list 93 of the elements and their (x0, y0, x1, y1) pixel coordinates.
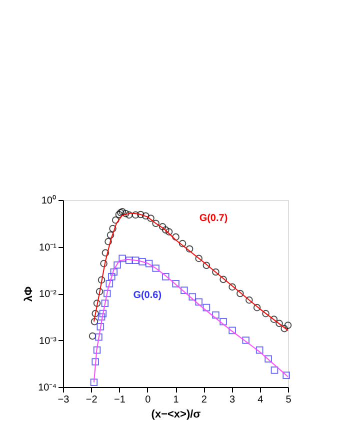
point (147, 214, 154, 222)
x-tick-label: −2 (86, 394, 98, 406)
x-tick-label: 2 (201, 394, 208, 406)
point (172, 233, 180, 241)
y-tick-label: 10⁻² (39, 289, 58, 300)
point (264, 355, 272, 363)
point (125, 211, 133, 219)
point (202, 304, 210, 312)
point (220, 276, 227, 284)
point (228, 283, 236, 291)
point (236, 290, 244, 298)
point (212, 268, 220, 276)
x-tick-label: −1 (114, 394, 126, 406)
point (104, 238, 112, 246)
point (98, 313, 106, 321)
point (103, 290, 111, 298)
point (270, 366, 278, 374)
point (92, 310, 100, 318)
point (96, 323, 104, 330)
point (242, 336, 250, 344)
point (88, 332, 96, 340)
point (142, 212, 150, 220)
point (136, 210, 144, 218)
point (100, 260, 108, 268)
point (93, 346, 101, 354)
point (118, 208, 126, 216)
point (220, 318, 227, 326)
point (262, 310, 270, 318)
point (99, 310, 107, 318)
point (270, 316, 278, 323)
point (172, 280, 180, 288)
point (118, 254, 126, 262)
point (276, 320, 283, 328)
x-tick-label: 3 (229, 394, 236, 406)
y-axis-title: λΦ (23, 286, 36, 302)
point (102, 249, 110, 256)
point (90, 318, 98, 326)
y-tick-label: 10⁰ (41, 194, 56, 206)
point (162, 273, 170, 280)
point (92, 358, 100, 366)
point (114, 261, 121, 269)
point (110, 268, 118, 276)
point (165, 228, 173, 236)
point (132, 211, 140, 219)
point (95, 333, 102, 341)
x-tick-label: 0 (145, 394, 152, 406)
y-tick-label: 10⁻⁴ (38, 382, 56, 394)
point (280, 324, 288, 332)
point (115, 210, 123, 218)
y-tick-label: 10⁻¹ (39, 242, 58, 254)
point (109, 224, 116, 232)
point (90, 378, 98, 386)
line-series (93, 212, 288, 331)
point (195, 254, 203, 262)
point (132, 256, 140, 264)
point (125, 256, 133, 264)
x-axis-title: (x−<x>)/σ (151, 408, 202, 420)
x-tick-label: 5 (286, 394, 292, 406)
point (162, 226, 170, 234)
point (178, 240, 186, 248)
annotation: G(0.7) (199, 212, 228, 224)
point (152, 264, 160, 272)
point (202, 262, 210, 270)
point (138, 258, 146, 266)
point (145, 260, 153, 268)
point (253, 304, 261, 312)
point (256, 346, 264, 354)
point (180, 286, 188, 294)
point (112, 216, 120, 224)
x-tick-label: −3 (58, 394, 70, 406)
point (284, 322, 292, 329)
point (186, 245, 194, 253)
point (228, 326, 236, 334)
point (96, 288, 104, 296)
x-tick-label: 1 (173, 394, 180, 406)
point (98, 276, 106, 284)
point (106, 280, 114, 288)
point (101, 300, 109, 307)
annotation: G(0.6) (133, 290, 162, 302)
point (246, 296, 253, 304)
point (282, 372, 290, 379)
x-tick-label: 4 (258, 394, 264, 406)
point (212, 311, 220, 319)
point (108, 273, 116, 280)
point (188, 293, 196, 300)
point (158, 223, 166, 230)
point (195, 298, 203, 306)
y-tick-label: 10⁻³ (39, 336, 58, 347)
point (152, 220, 160, 228)
point (106, 231, 114, 239)
point (93, 300, 101, 307)
point (122, 210, 130, 218)
point (116, 208, 124, 216)
